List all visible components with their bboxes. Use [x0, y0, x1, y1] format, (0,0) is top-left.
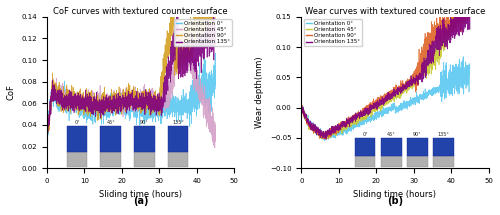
Legend: Orientation 0°, Orientation 45°, Orientation 90°, Orientation 135°: Orientation 0°, Orientation 45°, Orienta… — [304, 20, 362, 46]
Text: 135°: 135° — [172, 120, 184, 125]
Bar — [407, 156, 428, 167]
Bar — [66, 152, 87, 167]
Text: (b): (b) — [387, 195, 403, 206]
Text: 90°: 90° — [140, 120, 148, 125]
Bar — [100, 152, 121, 167]
Y-axis label: CoF: CoF — [7, 84, 16, 100]
Bar — [381, 138, 402, 156]
Text: 90°: 90° — [413, 132, 422, 137]
Bar — [168, 152, 188, 167]
Bar — [434, 156, 454, 167]
Bar — [168, 126, 188, 152]
Text: 0°: 0° — [74, 120, 80, 125]
Bar — [434, 138, 454, 156]
Bar — [134, 152, 154, 167]
Y-axis label: Wear depth(mm): Wear depth(mm) — [256, 57, 264, 128]
X-axis label: Sliding time (hours): Sliding time (hours) — [354, 190, 436, 198]
Legend: Orientation 0°, Orientation 45°, Orientation 90°, Orientation 135°: Orientation 0°, Orientation 45°, Orienta… — [174, 20, 232, 46]
Bar — [407, 138, 428, 156]
Bar — [354, 138, 376, 156]
Bar — [134, 126, 154, 152]
Title: CoF curves with textured counter-surface: CoF curves with textured counter-surface — [54, 7, 228, 16]
Text: 45°: 45° — [106, 120, 115, 125]
X-axis label: Sliding time (hours): Sliding time (hours) — [99, 190, 182, 198]
Bar — [100, 126, 121, 152]
Text: 0°: 0° — [362, 132, 368, 137]
Title: Wear curves with textured counter-surface: Wear curves with textured counter-surfac… — [305, 7, 485, 16]
Bar — [354, 156, 376, 167]
Bar — [66, 126, 87, 152]
Text: 135°: 135° — [438, 132, 450, 137]
Text: 45°: 45° — [387, 132, 396, 137]
Text: (a): (a) — [133, 195, 148, 206]
Bar — [381, 156, 402, 167]
